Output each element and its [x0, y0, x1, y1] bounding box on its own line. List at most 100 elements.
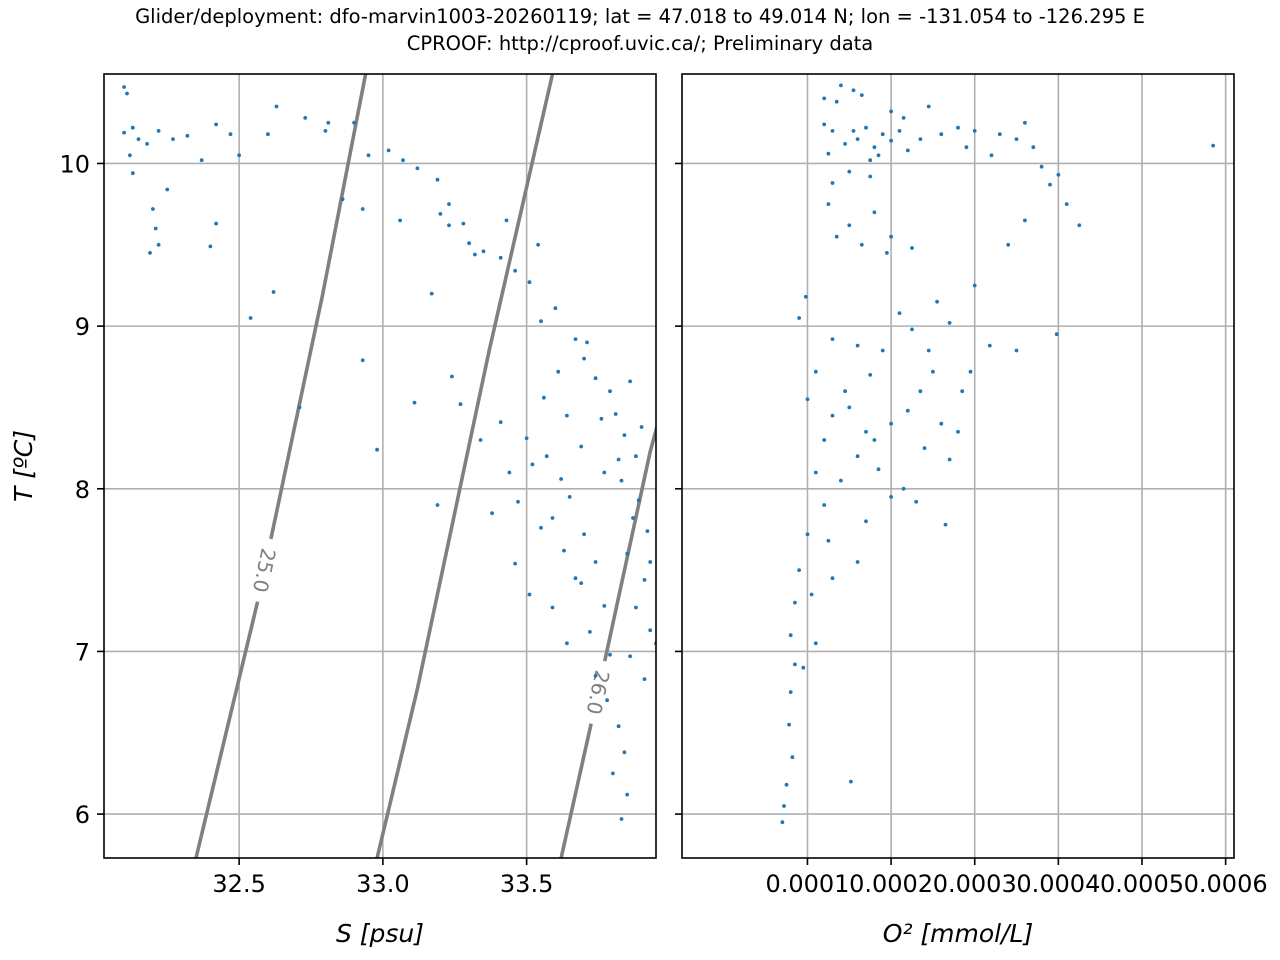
scatter-point [847, 169, 852, 174]
x-tick-label: 0.0006 [1184, 870, 1268, 898]
scatter-point [136, 137, 141, 142]
scatter-point [793, 662, 797, 667]
scatter-point [880, 132, 885, 137]
y-tick-label: 10 [59, 150, 90, 178]
scatter-point [171, 137, 175, 142]
oxygen-x-ticks: 0.0001 0.0002 0.0003 0.0004 0.0005 0.0006 [765, 858, 1268, 898]
scatter-point [415, 166, 420, 171]
scatter-point [843, 142, 847, 146]
scatter-point [550, 605, 555, 610]
scatter-point [964, 145, 969, 150]
scatter-point [556, 369, 561, 374]
scatter-point [960, 389, 965, 394]
scatter-point [271, 290, 276, 294]
scatter-point [1054, 332, 1059, 337]
scatter-point [593, 673, 598, 678]
scatter-point [513, 561, 517, 566]
scatter-point [813, 470, 818, 475]
scatter-point [876, 153, 881, 158]
scatter-point [790, 755, 795, 760]
scatter-point [910, 246, 914, 250]
scatter-point [559, 477, 563, 481]
scatter-point [939, 132, 944, 137]
scatter-point [847, 405, 852, 410]
scatter-point [622, 750, 627, 755]
x-tick-label: 0.0005 [1100, 870, 1184, 898]
scatter-point [323, 129, 328, 133]
scatter-point [616, 457, 621, 462]
scatter-point [185, 133, 190, 138]
scatter-point [398, 218, 402, 223]
scatter-point [562, 548, 566, 553]
scatter-point [822, 96, 827, 101]
scatter-point [386, 148, 391, 153]
scatter-point [859, 242, 864, 247]
scatter-point [622, 433, 627, 437]
scatter-point [498, 255, 503, 260]
oxygen-scatter-points [780, 83, 1215, 825]
scatter-point [214, 221, 219, 226]
scatter-point [889, 495, 893, 499]
scatter-point [889, 138, 893, 143]
ts-scatter-points [122, 85, 656, 821]
scatter-point [579, 581, 584, 585]
scatter-point [366, 153, 371, 158]
scatter-point [478, 438, 483, 442]
density-contour-label: 25.0 [248, 546, 281, 595]
scatter-point [524, 436, 529, 441]
scatter-point [830, 576, 835, 581]
scatter-point [153, 226, 158, 231]
y-tick-label: 6 [75, 801, 90, 829]
scatter-point [910, 327, 914, 332]
oxygen-gridlines [682, 74, 1234, 858]
scatter-point [628, 654, 632, 659]
scatter-point [830, 129, 835, 133]
scatter-point [208, 244, 213, 249]
scatter-point [1077, 223, 1082, 228]
scatter-point [849, 779, 853, 784]
x-tick-label: 0.0001 [765, 870, 849, 898]
scatter-point [536, 242, 540, 247]
scatter-point [813, 369, 818, 374]
scatter-point [805, 532, 810, 537]
scatter-point [360, 358, 365, 363]
scatter-point [145, 142, 150, 146]
scatter-point [199, 158, 204, 163]
scatter-point [1014, 137, 1019, 142]
y-tick-label: 9 [75, 313, 90, 341]
scatter-point [813, 641, 818, 646]
scatter-point [918, 389, 923, 394]
scatter-point [513, 268, 517, 273]
scatter-point [565, 641, 569, 646]
scatter-point [1031, 145, 1036, 150]
scatter-point [843, 389, 847, 394]
scatter-point [830, 337, 835, 341]
scatter-point [565, 413, 569, 418]
scatter-point [148, 251, 152, 255]
scatter-point [616, 724, 621, 729]
scatter-point [851, 88, 856, 93]
scatter-point [602, 470, 607, 475]
scatter-point [542, 395, 546, 400]
scatter-point [467, 241, 471, 246]
scatter-point [326, 120, 331, 125]
ts-y-axis-label: T [ºC] [9, 430, 38, 502]
scatter-point [438, 212, 443, 216]
scatter-point [447, 202, 451, 207]
scatter-point [631, 516, 635, 520]
scatter-point [935, 299, 939, 304]
oxygen-panel: 0.0001 0.0002 0.0003 0.0004 0.0005 0.0006 O² … [675, 73, 1268, 948]
scatter-point [847, 223, 852, 228]
scatter-point [634, 454, 638, 459]
scatter-point [297, 405, 302, 410]
scatter-point [122, 130, 126, 135]
chart-title-line-1: Glider/deployment: dfo-marvin1003-202601… [135, 5, 1145, 28]
density-contour-label: 26.0 [581, 668, 614, 717]
scatter-point [593, 376, 598, 381]
scatter-point [889, 109, 893, 114]
scatter-point [498, 420, 503, 424]
scatter-point [458, 402, 463, 407]
x-tick-label: 0.0004 [1016, 870, 1100, 898]
scatter-point [639, 425, 644, 429]
